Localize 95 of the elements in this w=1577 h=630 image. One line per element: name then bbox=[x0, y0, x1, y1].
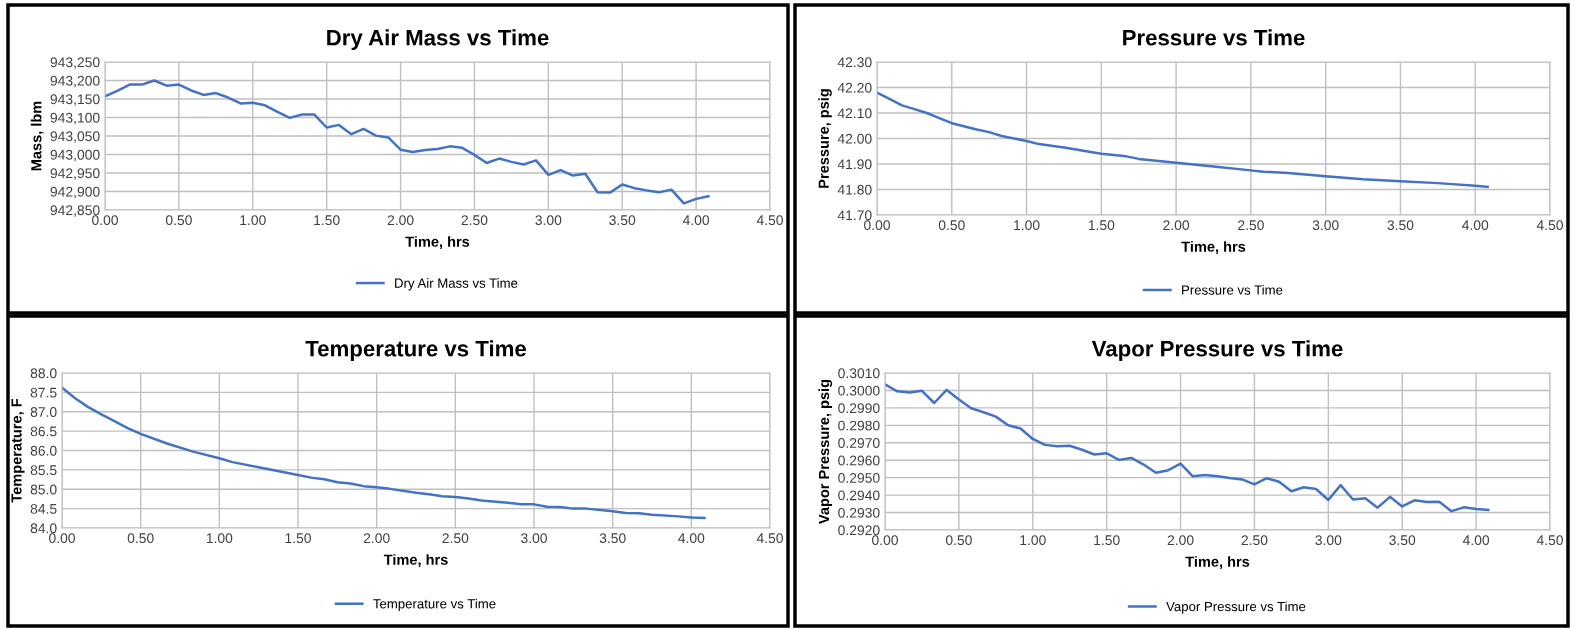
x-tick-label: 2.00 bbox=[1163, 220, 1190, 231]
y-tick-label: 42.10 bbox=[837, 108, 872, 119]
x-tick-label: 1.00 bbox=[240, 215, 266, 226]
x-tick-label: 4.50 bbox=[1536, 220, 1563, 231]
y-tick-label: 0.2990 bbox=[838, 403, 880, 414]
chart-title: Temperature vs Time bbox=[305, 340, 527, 361]
y-tick-label: 0.3000 bbox=[838, 385, 880, 396]
y-tick-label: 0.2940 bbox=[838, 490, 880, 501]
x-tick-label: 3.50 bbox=[599, 533, 626, 544]
x-tick-label: 0.50 bbox=[127, 533, 154, 544]
x-tick-label: 0.00 bbox=[864, 220, 890, 231]
y-tick-label: 42.20 bbox=[837, 82, 872, 93]
y-tick-label: 942,850 bbox=[50, 205, 100, 217]
y-tick-label: 86.5 bbox=[30, 426, 57, 437]
y-tick-label: 943,050 bbox=[50, 131, 100, 143]
y-tick-label: 0.2980 bbox=[838, 420, 880, 431]
y-tick-label: 84.5 bbox=[30, 503, 57, 514]
legend-label: Dry Air Mass vs Time bbox=[395, 278, 518, 291]
x-tick-label: 0.50 bbox=[165, 215, 192, 226]
x-tick-label: 4.50 bbox=[756, 533, 783, 544]
y-tick-label: 86.0 bbox=[30, 445, 57, 456]
y-tick-label: 84.0 bbox=[30, 523, 57, 534]
line-series bbox=[885, 383, 1490, 513]
legend-label: Vapor Pressure vs Time bbox=[1166, 601, 1306, 614]
x-tick-label: 2.00 bbox=[363, 533, 390, 544]
y-tick-label: 85.5 bbox=[30, 465, 57, 476]
y-tick-label: 41.70 bbox=[837, 210, 872, 221]
x-tick-label: 4.50 bbox=[1536, 535, 1563, 546]
x-tick-label: 1.00 bbox=[1014, 220, 1040, 231]
x-tick-label: 3.50 bbox=[1387, 220, 1414, 231]
x-tick-label: 0.00 bbox=[92, 215, 118, 226]
y-tick-label: 41.90 bbox=[837, 159, 872, 170]
chart-title: Dry Air Mass vs Time bbox=[327, 29, 549, 50]
x-tick-label: 1.00 bbox=[206, 533, 233, 544]
y-tick-label: 943,000 bbox=[50, 149, 100, 162]
y-tick-label: 0.2930 bbox=[838, 507, 880, 518]
x-tick-label: 2.50 bbox=[461, 215, 488, 226]
line-series bbox=[105, 79, 710, 205]
x-tick-label: 4.00 bbox=[1462, 220, 1489, 231]
y-tick-label: 0.3010 bbox=[838, 368, 880, 379]
y-tick-label: 0.2950 bbox=[838, 473, 880, 483]
y-tick-label: 87.0 bbox=[30, 407, 57, 417]
legend-label: Pressure vs Time bbox=[1182, 285, 1283, 295]
y-tick-label: 0.2970 bbox=[838, 438, 880, 448]
x-tick-label: 1.50 bbox=[1088, 220, 1115, 231]
x-tick-label: 4.00 bbox=[1462, 535, 1490, 546]
y-tick-label: 942,900 bbox=[50, 186, 100, 199]
chart-title: Vapor Pressure vs Time bbox=[1091, 340, 1343, 361]
y-axis-title: Vapor Pressure, psig bbox=[818, 379, 833, 524]
y-tick-label: 943,150 bbox=[50, 94, 100, 106]
x-tick-label: 2.00 bbox=[387, 215, 414, 226]
y-tick-label: 88.0 bbox=[30, 368, 57, 379]
y-tick-label: 943,250 bbox=[50, 57, 100, 69]
x-tick-label: 0.50 bbox=[938, 220, 965, 231]
x-tick-label: 3.00 bbox=[1315, 535, 1342, 546]
x-tick-label: 2.50 bbox=[1238, 220, 1264, 231]
x-tick-label: 4.00 bbox=[678, 533, 705, 544]
x-tick-label: 1.00 bbox=[1020, 535, 1046, 546]
x-tick-label: 1.50 bbox=[1094, 535, 1120, 546]
y-tick-label: 0.2960 bbox=[838, 455, 880, 466]
line-series bbox=[62, 386, 706, 520]
y-axis-title: Temperature, F bbox=[11, 398, 25, 503]
y-axis-title: Pressure, psig bbox=[818, 89, 832, 188]
x-tick-label: 2.00 bbox=[1167, 535, 1194, 546]
x-tick-label: 2.50 bbox=[442, 533, 469, 544]
x-tick-label: 3.00 bbox=[1312, 220, 1339, 231]
y-axis-title: Mass, lbm bbox=[30, 101, 44, 171]
x-tick-label: 0.00 bbox=[872, 535, 898, 546]
x-axis-title: Time, hrs bbox=[405, 236, 470, 249]
x-tick-label: 3.00 bbox=[521, 533, 547, 544]
x-tick-label: 0.50 bbox=[945, 535, 972, 546]
x-tick-label: 1.50 bbox=[314, 215, 340, 226]
y-tick-label: 41.80 bbox=[837, 184, 872, 195]
x-tick-label: 3.00 bbox=[535, 215, 562, 226]
y-tick-label: 42.30 bbox=[837, 57, 872, 68]
y-tick-label: 85.0 bbox=[30, 484, 57, 495]
x-axis-title: Time, hrs bbox=[1185, 556, 1250, 569]
y-tick-label: 87.5 bbox=[30, 387, 57, 398]
legend-label: Temperature vs Time bbox=[373, 598, 496, 612]
x-tick-label: 1.50 bbox=[285, 533, 311, 544]
x-axis-title: Time, hrs bbox=[383, 554, 448, 567]
x-tick-label: 4.00 bbox=[682, 215, 710, 226]
y-tick-label: 943,200 bbox=[50, 75, 100, 88]
x-tick-label: 3.50 bbox=[609, 215, 636, 226]
x-tick-label: 2.50 bbox=[1241, 535, 1268, 546]
y-tick-label: 943,100 bbox=[50, 112, 100, 125]
line-series bbox=[877, 91, 1489, 189]
x-axis-title: Time, hrs bbox=[1181, 241, 1246, 254]
x-tick-label: 4.50 bbox=[756, 215, 783, 226]
y-tick-label: 42.00 bbox=[837, 133, 872, 144]
x-tick-label: 3.50 bbox=[1389, 535, 1416, 546]
chart-title: Pressure vs Time bbox=[1123, 29, 1305, 46]
y-tick-label: 942,950 bbox=[50, 168, 100, 180]
x-tick-label: 0.00 bbox=[49, 533, 75, 544]
y-tick-label: 0.2920 bbox=[838, 525, 880, 536]
